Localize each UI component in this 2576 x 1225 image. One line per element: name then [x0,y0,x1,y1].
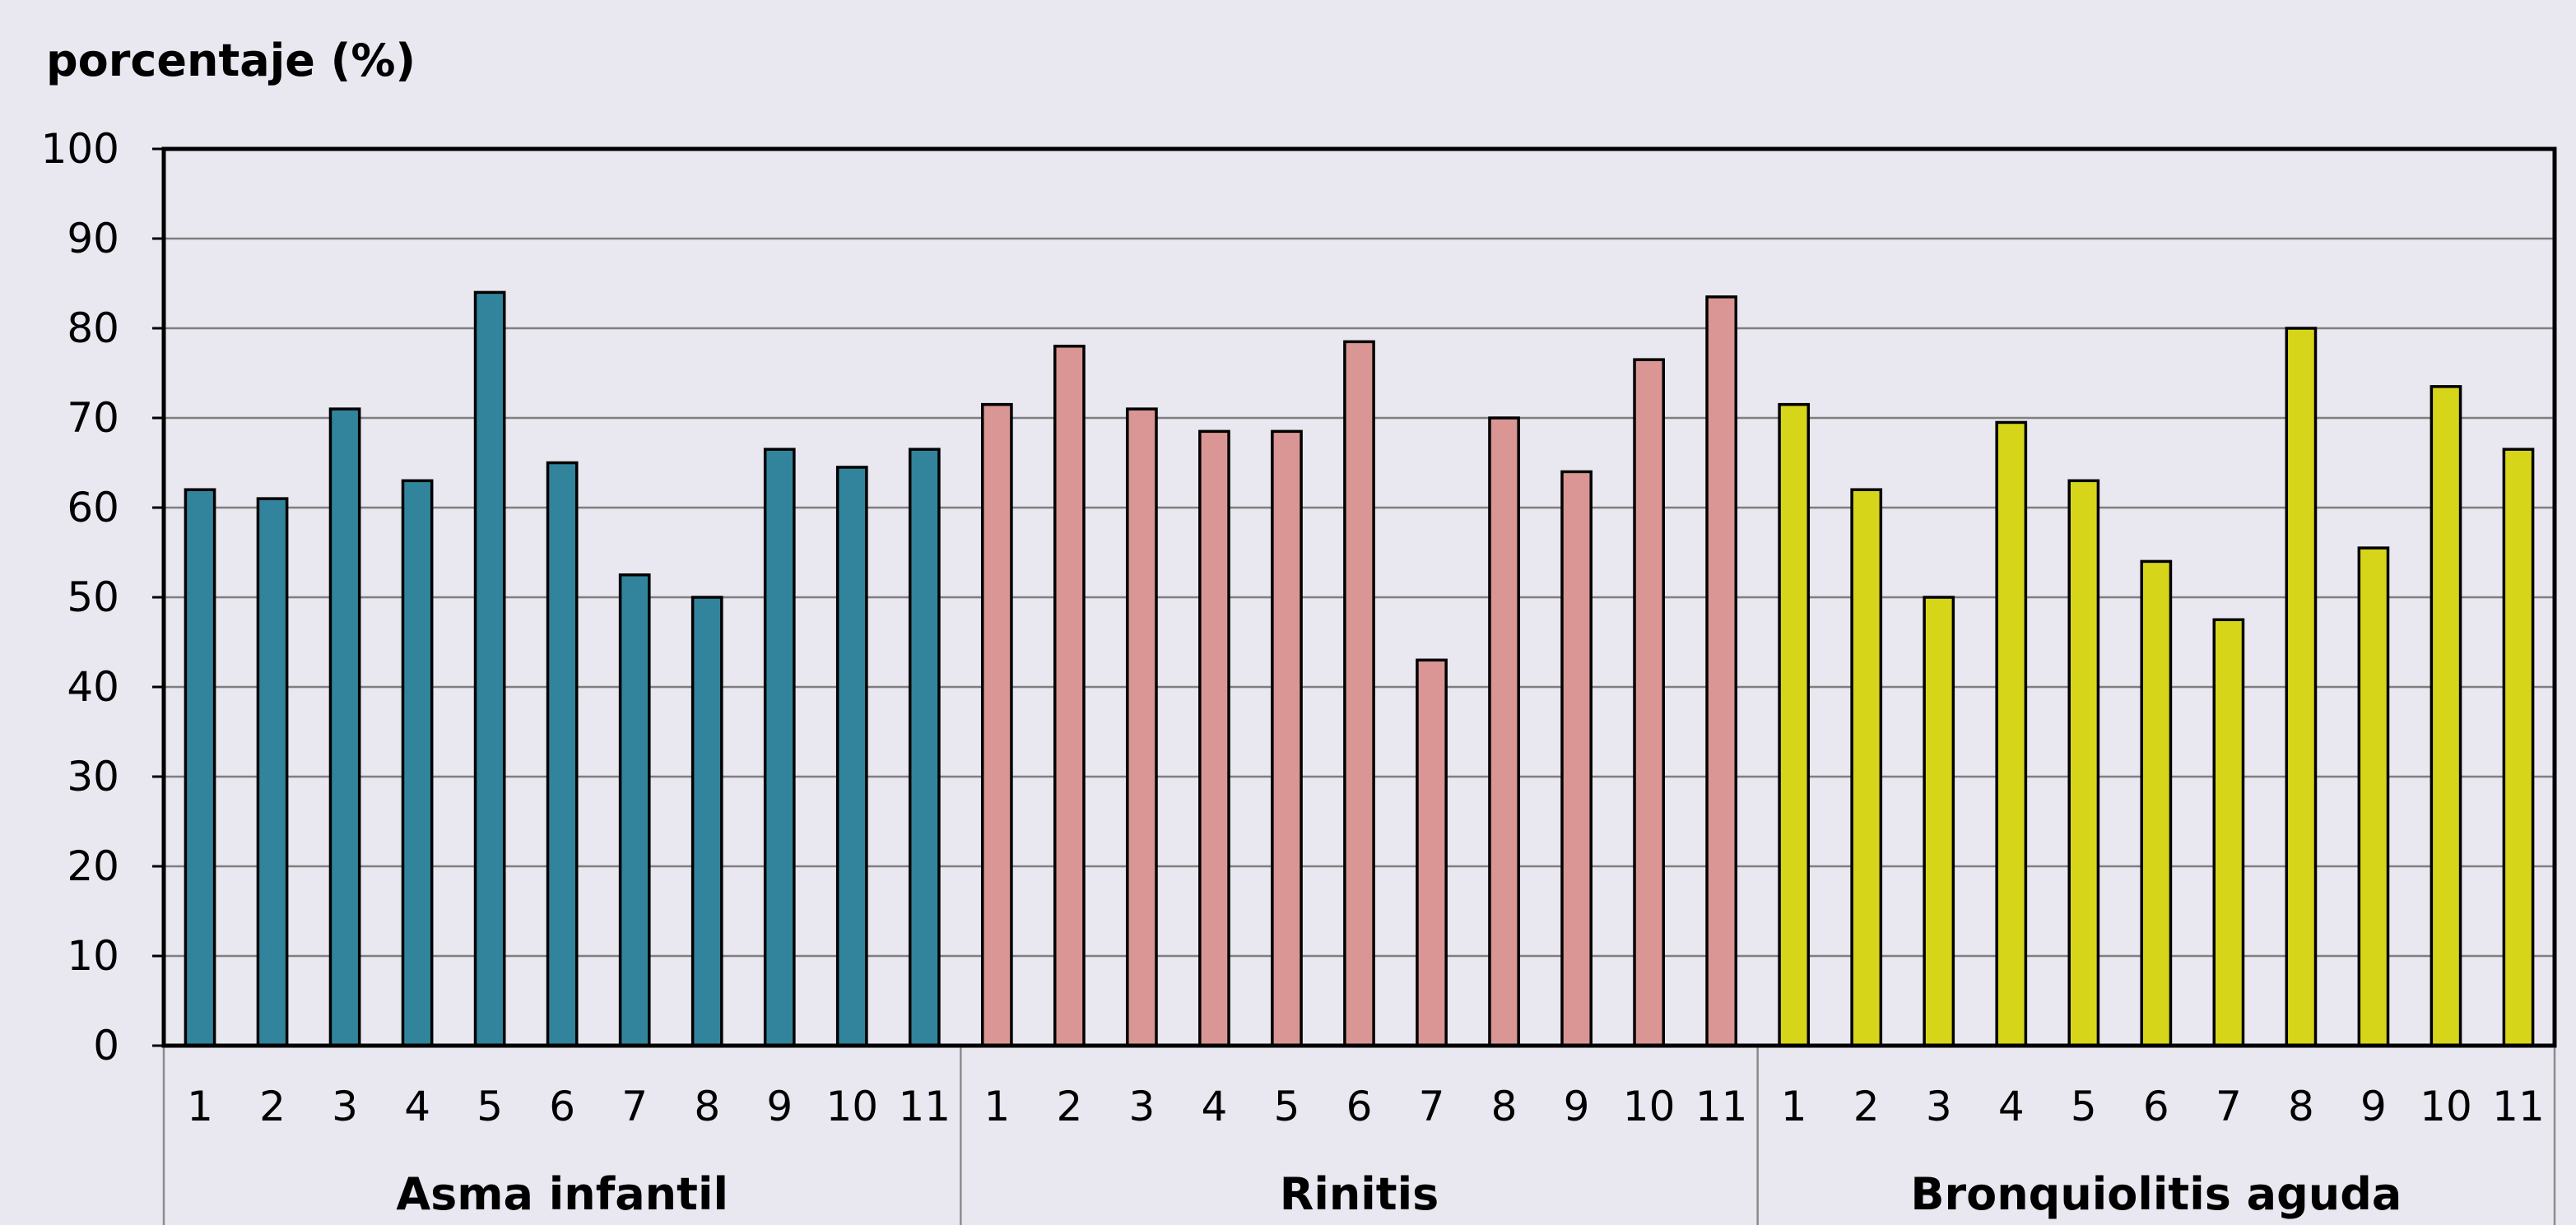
x-tick-label: 4 [404,1083,430,1130]
y-tick-label: 100 [41,125,119,173]
bar [1416,658,1448,1047]
bar [401,479,434,1047]
x-tick-label: 9 [2360,1083,2387,1130]
x-tick-label: 8 [1491,1083,1518,1130]
bar [1560,470,1593,1047]
x-tick-label: 1 [983,1083,1010,1130]
group-label: Asma infantil [396,1168,728,1220]
x-tick-label: 2 [259,1083,286,1130]
bar [328,407,361,1047]
y-tick-label: 10 [67,932,119,980]
bar [618,573,651,1047]
y-tick-label: 60 [67,484,119,531]
bar [2285,327,2318,1047]
y-tick-label: 90 [67,215,119,262]
y-tick-label: 40 [67,663,119,711]
bar [835,466,868,1047]
bar [184,488,216,1047]
x-tick-label: 2 [1056,1083,1082,1130]
bar [763,448,796,1047]
group-label: Rinitis [1280,1168,1439,1220]
bar [1995,420,2028,1047]
bar [473,290,506,1047]
x-tick-label: 10 [1623,1083,1676,1130]
group-label: Bronquiolitis aguda [1910,1168,2402,1220]
x-tick-label: 8 [2288,1083,2314,1130]
x-tick-label: 9 [766,1083,793,1130]
bars [184,290,2535,1047]
bar [1633,358,1665,1047]
bar [2357,546,2390,1047]
x-tick-label: 1 [187,1083,213,1130]
x-tick-label: 11 [1695,1083,1748,1130]
plot-frame [161,146,2557,1048]
x-tick-label: 7 [1419,1083,1445,1130]
bar [2067,479,2100,1047]
x-tick-label: 1 [1781,1083,1807,1130]
bar [2212,618,2245,1047]
x-tick-label: 7 [2216,1083,2242,1130]
bar [2502,448,2535,1047]
bar [690,596,723,1047]
y-axis-title: porcentaje (%) [46,35,416,86]
x-tick-label: 5 [2071,1083,2097,1130]
bar [1198,429,1230,1047]
x-tick-label: 4 [1202,1083,1228,1130]
bar [980,402,1013,1047]
x-tick-label: 11 [2492,1083,2545,1130]
bar [1343,340,1375,1047]
x-tick-label: 8 [694,1083,720,1130]
x-tick-label: 5 [477,1083,503,1130]
bar [2140,559,2173,1047]
x-tick-labels: 1 2 3 4 5 6 7 8 9 10 11 1 2 3 4 5 6 7 8 9 10 11 1 2 3 4 5 6 7 8 9 10 11 [187,1083,2545,1130]
x-tick-label: 6 [549,1083,575,1130]
y-tick-label: 70 [67,394,119,442]
x-tick-label: 3 [1129,1083,1155,1130]
x-tick-label: 4 [1998,1083,2025,1130]
bar [2430,385,2462,1047]
group-labels: Asma infantil Rinitis Bronquiolitis aguda [162,1046,2556,1225]
bar [1053,345,1086,1047]
bar [1850,488,1883,1047]
y-tick-label: 80 [67,304,119,352]
y-tick-labels: 0 10 20 30 40 50 60 70 80 90 100 [41,125,164,1070]
bar [1923,596,1955,1047]
x-tick-label: 9 [1564,1083,1590,1130]
bar [1778,402,1811,1047]
bar [1271,429,1303,1047]
x-tick-label: 6 [1346,1083,1373,1130]
x-tick-label: 10 [2420,1083,2472,1130]
y-tick-label: 50 [67,573,119,621]
x-tick-label: 5 [1274,1083,1300,1130]
x-tick-label: 7 [621,1083,648,1130]
x-tick-label: 2 [1853,1083,1880,1130]
bar [1705,295,1738,1047]
x-tick-label: 10 [825,1083,878,1130]
y-tick-label: 0 [93,1022,119,1070]
x-tick-label: 3 [332,1083,358,1130]
bar [1126,407,1158,1047]
bar [256,497,289,1047]
bar [908,448,941,1047]
bar [546,461,579,1047]
bar [1488,416,1520,1047]
y-tick-label: 30 [67,753,119,800]
x-tick-label: 6 [2143,1083,2169,1130]
x-tick-label: 11 [899,1083,951,1130]
y-tick-label: 20 [67,842,119,890]
x-tick-label: 3 [1926,1083,1952,1130]
